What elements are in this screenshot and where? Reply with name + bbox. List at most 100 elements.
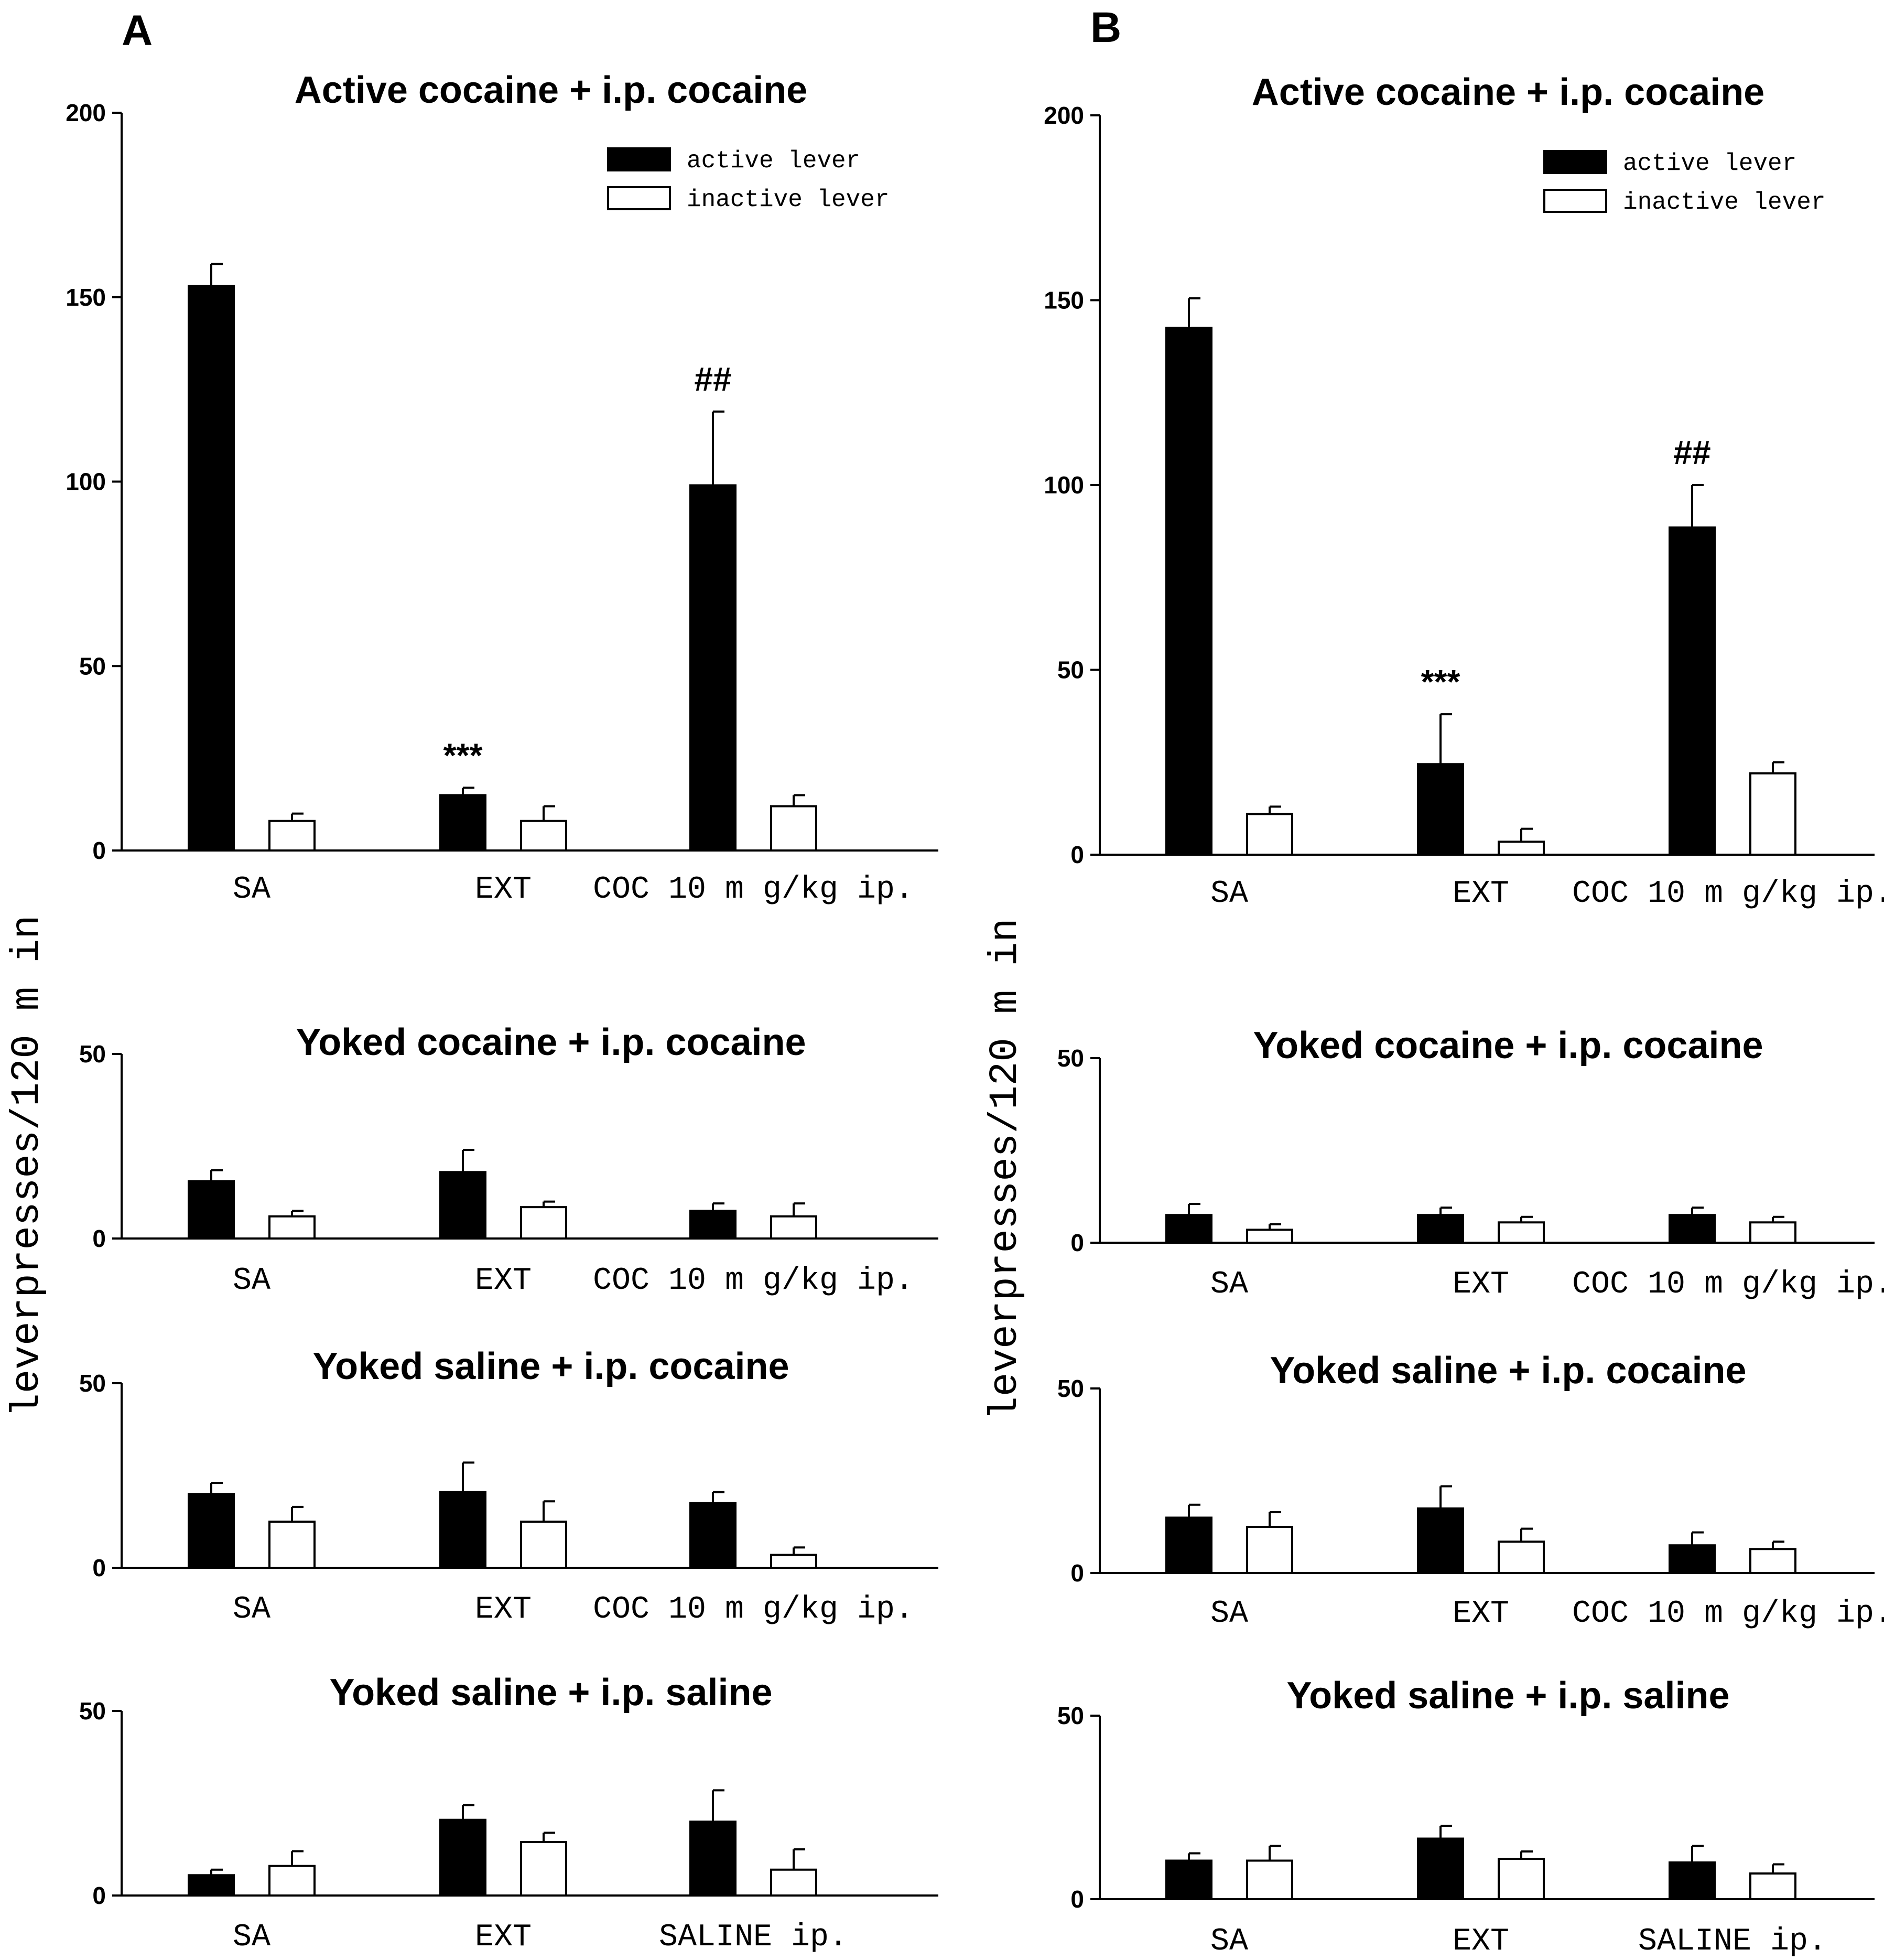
bar-active-lever — [1669, 526, 1716, 856]
bar-inactive-lever — [1498, 1541, 1545, 1574]
x-category-label: EXT — [1453, 876, 1509, 912]
bar-active-lever — [1669, 1544, 1716, 1574]
x-category-label: COC 10 m g/kg ip. — [1572, 876, 1884, 912]
significance-marker: *** — [443, 736, 483, 774]
chart-title: Yoked saline + i.p. saline — [1286, 1675, 1729, 1717]
x-category-label: COC 10 m g/kg ip. — [593, 1592, 914, 1628]
x-category-label: COC 10 m g/kg ip. — [593, 872, 914, 908]
bar-inactive-lever — [268, 820, 316, 852]
y-tick-label: 200 — [1044, 102, 1084, 129]
bar-inactive-lever — [770, 1554, 817, 1569]
y-tick-label: 0 — [92, 1225, 106, 1252]
bar-active-lever — [689, 484, 737, 852]
bar-inactive-lever — [1246, 1229, 1293, 1244]
bar-active-lever — [439, 1491, 486, 1569]
bar-inactive-lever — [770, 805, 817, 852]
bar-inactive-lever — [268, 1521, 316, 1569]
legend-label: inactive lever — [1623, 189, 1825, 216]
y-tick-label: 200 — [66, 99, 106, 126]
x-category-label: SA — [233, 1592, 270, 1628]
y-tick-label: 50 — [79, 1370, 106, 1397]
x-category-label: SA — [233, 1263, 270, 1299]
y-tick-label: 50 — [1057, 1375, 1084, 1402]
y-tick-label: 0 — [1070, 1886, 1084, 1913]
x-category-label: COC 10 m g/kg ip. — [1572, 1596, 1884, 1632]
panel-letter-a: A — [122, 7, 153, 55]
x-category-label: SA — [233, 1920, 270, 1955]
y-tick-label: 100 — [66, 468, 106, 496]
bar-active-lever — [689, 1821, 737, 1897]
y-tick-label: 50 — [79, 652, 106, 680]
bar-inactive-lever — [520, 1840, 567, 1897]
y-tick-label: 0 — [92, 1882, 106, 1909]
y-tick-label: 50 — [79, 1697, 106, 1725]
y-tick-label: 0 — [1070, 1229, 1084, 1256]
bar-active-lever — [188, 1874, 235, 1897]
bar-active-lever — [188, 1180, 235, 1240]
x-category-label: COC 10 m g/kg ip. — [1572, 1267, 1884, 1302]
x-category-label: EXT — [475, 1263, 532, 1299]
bar-inactive-lever — [520, 820, 567, 852]
significance-marker: ## — [1673, 434, 1710, 471]
chart-title: Active cocaine + i.p. cocaine — [295, 69, 807, 111]
bar-inactive-lever — [268, 1865, 316, 1897]
x-category-label: EXT — [1453, 1596, 1509, 1632]
x-category-label: SA — [233, 872, 270, 908]
y-axis-label-b: leverpresses/120 m in — [983, 918, 1028, 1420]
chart-b2: Yoked cocaine + i.p. cocaine 0 50 SA EXT COC … — [1057, 1025, 1884, 1302]
panel-letter-b: B — [1090, 4, 1121, 51]
chart-a1: Active cocaine + i.p. cocaine 0 50 100 150 20… — [66, 69, 938, 908]
bar-inactive-lever — [1749, 1872, 1796, 1900]
y-tick-label: 0 — [1070, 841, 1084, 868]
legend-swatch-inactive — [607, 186, 671, 210]
x-category-label: SA — [1210, 1924, 1248, 1959]
bar-active-lever — [1165, 1859, 1212, 1900]
x-category-label: SA — [1210, 1596, 1248, 1632]
y-tick-label: 50 — [1057, 656, 1084, 684]
y-tick-label: 100 — [1044, 471, 1084, 499]
bar-active-lever — [188, 285, 235, 852]
bar-active-lever — [1165, 327, 1212, 856]
bar-inactive-lever — [1749, 1221, 1796, 1244]
x-category-label: SALINE ip. — [659, 1920, 848, 1955]
chart-b3: Yoked saline + i.p. cocaine 0 50 SA EXT COC 1… — [1057, 1350, 1884, 1632]
legend-label: active lever — [1623, 150, 1796, 177]
bar-active-lever — [689, 1210, 737, 1240]
x-category-label: SA — [1210, 876, 1248, 912]
chart-title: Yoked cocaine + i.p. cocaine — [1253, 1025, 1763, 1067]
x-category-label: EXT — [475, 1592, 532, 1628]
chart-b1: Active cocaine + i.p. cocaine 0 50 100 150 20… — [1044, 71, 1884, 912]
chart-title: Yoked cocaine + i.p. cocaine — [296, 1021, 806, 1063]
x-category-label: SA — [1210, 1267, 1248, 1302]
y-tick-label: 0 — [1070, 1559, 1084, 1587]
bar-inactive-lever — [520, 1521, 567, 1569]
bar-inactive-lever — [1498, 841, 1545, 856]
y-axis-label-a: leverpresses/120 m in — [5, 915, 50, 1417]
y-tick-label: 0 — [92, 837, 106, 864]
x-category-label: EXT — [1453, 1924, 1509, 1959]
significance-marker: ## — [694, 360, 731, 398]
x-category-label: SALINE ip. — [1638, 1924, 1827, 1959]
bar-active-lever — [1165, 1214, 1212, 1244]
chart-a2: Yoked cocaine + i.p. cocaine 0 50 SA EXT COC … — [79, 1021, 938, 1299]
bar-inactive-lever — [770, 1215, 817, 1240]
bar-active-lever — [439, 794, 486, 852]
bar-inactive-lever — [1498, 1221, 1545, 1244]
chart-title: Yoked saline + i.p. cocaine — [312, 1345, 789, 1387]
bar-inactive-lever — [520, 1206, 567, 1240]
bar-active-lever — [1417, 1507, 1464, 1575]
x-category-label: COC 10 m g/kg ip. — [593, 1263, 914, 1299]
bar-active-lever — [1669, 1214, 1716, 1244]
bar-active-lever — [439, 1171, 486, 1240]
bar-inactive-lever — [1498, 1858, 1545, 1900]
bar-inactive-lever — [1749, 1548, 1796, 1574]
x-category-label: EXT — [475, 1920, 532, 1955]
charts-container: Active cocaine + i.p. cocaine 0 50 100 150 20… — [66, 69, 1884, 1959]
bar-active-lever — [1417, 1837, 1464, 1900]
legend-swatch-active — [607, 147, 671, 171]
y-tick-label: 50 — [1057, 1044, 1084, 1072]
bar-active-lever — [439, 1818, 486, 1897]
bar-active-lever — [1417, 763, 1464, 856]
chart-title: Active cocaine + i.p. cocaine — [1252, 71, 1764, 113]
